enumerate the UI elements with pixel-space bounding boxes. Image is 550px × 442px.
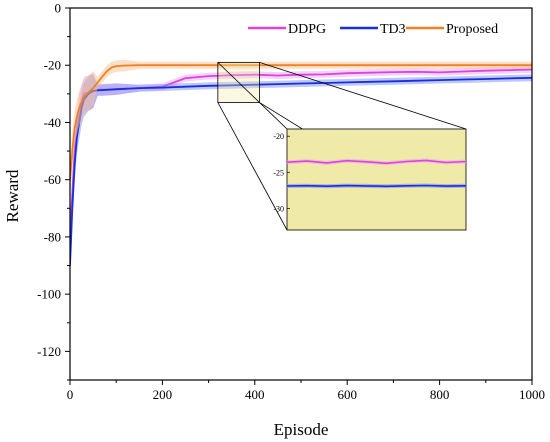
y-tick-label: -80 bbox=[44, 229, 61, 244]
legend: DDPG TD3 Proposed bbox=[248, 22, 498, 37]
axes: 0 200 400 600 800 1000 0 -20 -40 -60 -80 -100 -120 bbox=[37, 1, 545, 403]
series-band-td3 bbox=[70, 73, 532, 283]
x-tick-label: 800 bbox=[430, 387, 450, 402]
zoom-connector-top bbox=[217, 62, 288, 130]
legend-label-proposed: Proposed bbox=[446, 22, 498, 37]
x-tick-label: 200 bbox=[153, 387, 173, 402]
plot-area bbox=[70, 59, 532, 283]
inset-panel bbox=[286, 128, 467, 231]
y-tick-label: -100 bbox=[37, 287, 61, 302]
x-tick-label: 400 bbox=[245, 387, 265, 402]
y-tick-label: -60 bbox=[44, 172, 61, 187]
x-tick-label: 0 bbox=[67, 387, 74, 402]
x-axis-title: Episode bbox=[274, 420, 329, 439]
inset-y-tick-label: -25 bbox=[273, 168, 284, 177]
series-group bbox=[70, 59, 532, 283]
y-tick-label: 0 bbox=[55, 1, 62, 16]
inset-y-tick-label: -20 bbox=[273, 132, 284, 141]
inset-line-td3 bbox=[286, 184, 467, 188]
inset-y-tick-label: -30 bbox=[273, 204, 284, 213]
series-line-proposed bbox=[70, 64, 532, 180]
zoom-inset: -20 -25 -30 bbox=[217, 61, 467, 231]
inset-line-ddpg bbox=[286, 159, 467, 165]
y-tick-label: -20 bbox=[44, 58, 61, 73]
legend-label-ddpg: DDPG bbox=[288, 22, 326, 37]
y-tick-label: -120 bbox=[37, 344, 61, 359]
zoom-connector-left bbox=[217, 102, 288, 231]
x-tick-label: 1000 bbox=[519, 387, 545, 402]
y-tick-label: -40 bbox=[44, 115, 61, 130]
legend-label-td3: TD3 bbox=[380, 22, 406, 37]
x-tick-label: 600 bbox=[337, 387, 357, 402]
y-axis-title: Reward bbox=[3, 169, 22, 222]
zoom-connector-right bbox=[259, 61, 467, 130]
